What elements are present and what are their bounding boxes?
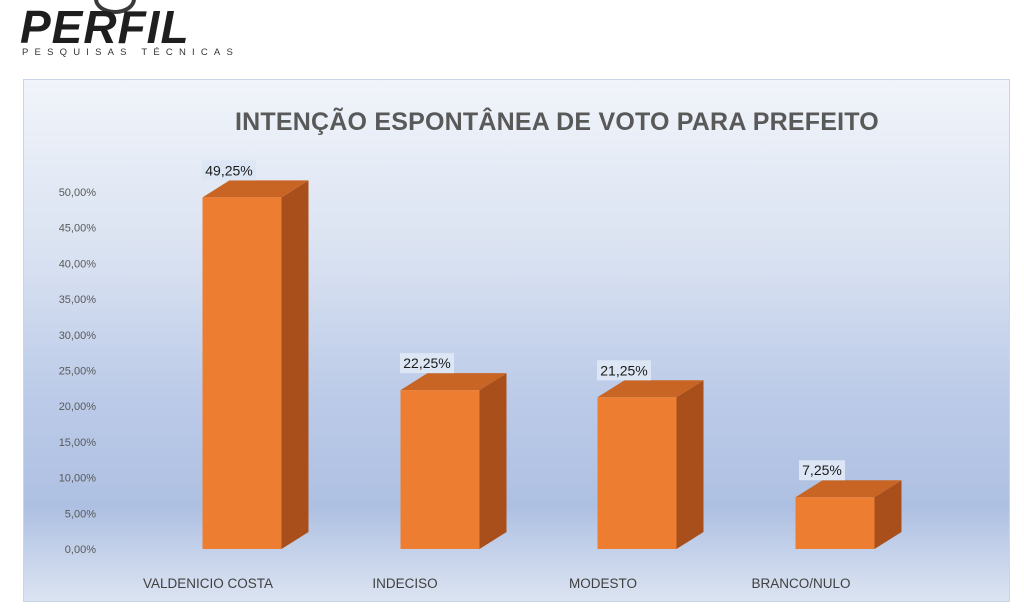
y-tick-label: 40,00%	[59, 258, 97, 270]
category-label: VALDENICIO COSTA	[143, 576, 273, 591]
bar	[597, 397, 677, 549]
y-tick-label: 30,00%	[59, 330, 97, 342]
bar	[795, 497, 875, 549]
y-tick-label: 5,00%	[65, 508, 96, 520]
bar-top	[202, 180, 309, 198]
bar-side	[281, 180, 309, 550]
data-label-box	[597, 360, 651, 381]
bar-side	[874, 480, 902, 549]
bar	[202, 197, 282, 550]
data-label: 22,25%	[403, 355, 450, 371]
bar-top	[597, 380, 704, 398]
y-tick-label: 10,00%	[59, 473, 97, 485]
y-tick-label: 0,00%	[65, 544, 96, 556]
data-label-box	[400, 353, 454, 374]
y-tick-label: 15,00%	[59, 437, 97, 449]
bar-side	[676, 380, 704, 549]
bar-top	[400, 373, 507, 391]
logo-tagline: PESQUISAS TÉCNICAS	[22, 47, 240, 58]
data-label: 49,25%	[205, 162, 252, 178]
y-tick-label: 20,00%	[59, 401, 97, 413]
y-tick-label: 50,00%	[59, 187, 97, 199]
y-tick-label: 35,00%	[59, 294, 97, 306]
y-tick-label: 45,00%	[59, 223, 97, 235]
chart-title: INTENÇÃO ESPONTÂNEA DE VOTO PARA PREFEIT…	[235, 108, 879, 136]
data-label-box	[799, 460, 845, 481]
logo-name: PERFIL	[20, 1, 190, 53]
perfil-logo: PERFIL PESQUISAS TÉCNICAS	[14, 0, 234, 64]
bar-top	[795, 480, 902, 498]
data-label: 7,25%	[802, 462, 842, 478]
category-label: INDECISO	[372, 576, 437, 591]
bar	[400, 390, 480, 549]
category-label: BRANCO/NULO	[751, 576, 850, 591]
data-label: 21,25%	[600, 362, 647, 378]
data-label-box	[202, 160, 256, 181]
y-tick-label: 25,00%	[59, 366, 97, 378]
bar-side	[479, 373, 507, 549]
category-label: MODESTO	[569, 576, 637, 591]
